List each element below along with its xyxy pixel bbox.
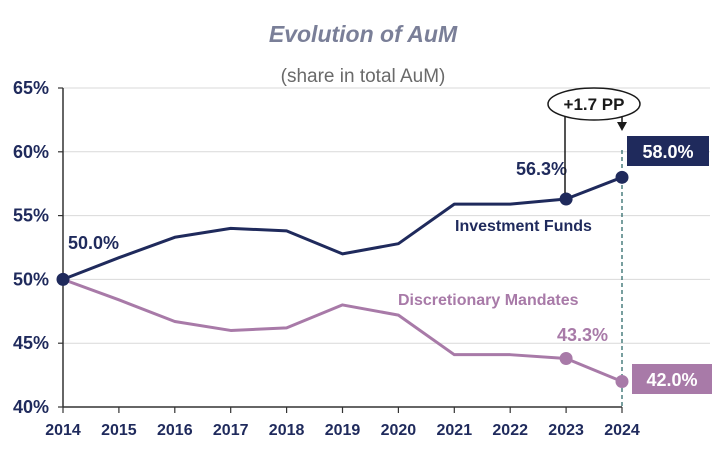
x-tick-label-2024: 2024: [604, 422, 640, 439]
marker-if-2014: [56, 272, 70, 286]
if-2024-value-label: 58.0%: [642, 142, 693, 162]
marker-if-2024: [615, 170, 629, 184]
y-tick-label-60: 60%: [13, 142, 49, 162]
series-line-investment-funds: [62, 175, 623, 281]
x-tick-label-2021: 2021: [437, 422, 473, 439]
series-line-discretionary-mandates: [62, 277, 623, 383]
if-2023-value-label: 56.3%: [516, 159, 567, 179]
x-tick-label-2017: 2017: [213, 422, 249, 439]
gridlines: [63, 87, 710, 344]
chart-subtitle: (share in total AuM): [281, 66, 446, 87]
x-tick-label-2016: 2016: [157, 422, 193, 439]
series-lines: [62, 175, 623, 383]
y-axis-ticks: 40% 45% 50% 55% 60% 65%: [13, 78, 63, 417]
pp-arrow-head: [617, 122, 627, 131]
chart-title: Evolution of AuM: [269, 21, 458, 47]
x-tick-label-2015: 2015: [101, 422, 137, 439]
y-tick-label-40: 40%: [13, 397, 49, 417]
start-value-label: 50.0%: [68, 233, 119, 253]
y-tick-label-65: 65%: [13, 78, 49, 98]
series-label-discretionary-mandates: Discretionary Mandates: [398, 292, 579, 309]
x-tick-label-2018: 2018: [269, 422, 305, 439]
dm-2024-value-box: [632, 364, 712, 394]
pp-change-ellipse: [547, 87, 641, 121]
dm-2023-value-label: 43.3%: [557, 325, 608, 345]
x-tick-label-2019: 2019: [325, 422, 361, 439]
if-2024-value-box: [627, 136, 709, 166]
x-tick-label-2022: 2022: [492, 422, 528, 439]
x-axis-ticks: 2014 2015 2016 2017 2018 2019 2020 2021 2022 2023…: [45, 407, 640, 439]
series-markers: [56, 170, 629, 388]
series-label-investment-funds: Investment Funds: [455, 218, 592, 235]
pp-change-label: +1.7 PP: [564, 95, 625, 114]
x-tick-label-2020: 2020: [381, 422, 417, 439]
dm-2024-value-label: 42.0%: [646, 370, 697, 390]
marker-dm-2023: [559, 352, 573, 366]
y-tick-label-55: 55%: [13, 206, 49, 226]
x-tick-label-2023: 2023: [548, 422, 584, 439]
y-tick-label-45: 45%: [13, 333, 49, 353]
y-tick-label-50: 50%: [13, 269, 49, 289]
x-tick-label-2014: 2014: [45, 422, 81, 439]
marker-dm-2024: [615, 374, 629, 388]
marker-if-2023: [559, 192, 573, 206]
